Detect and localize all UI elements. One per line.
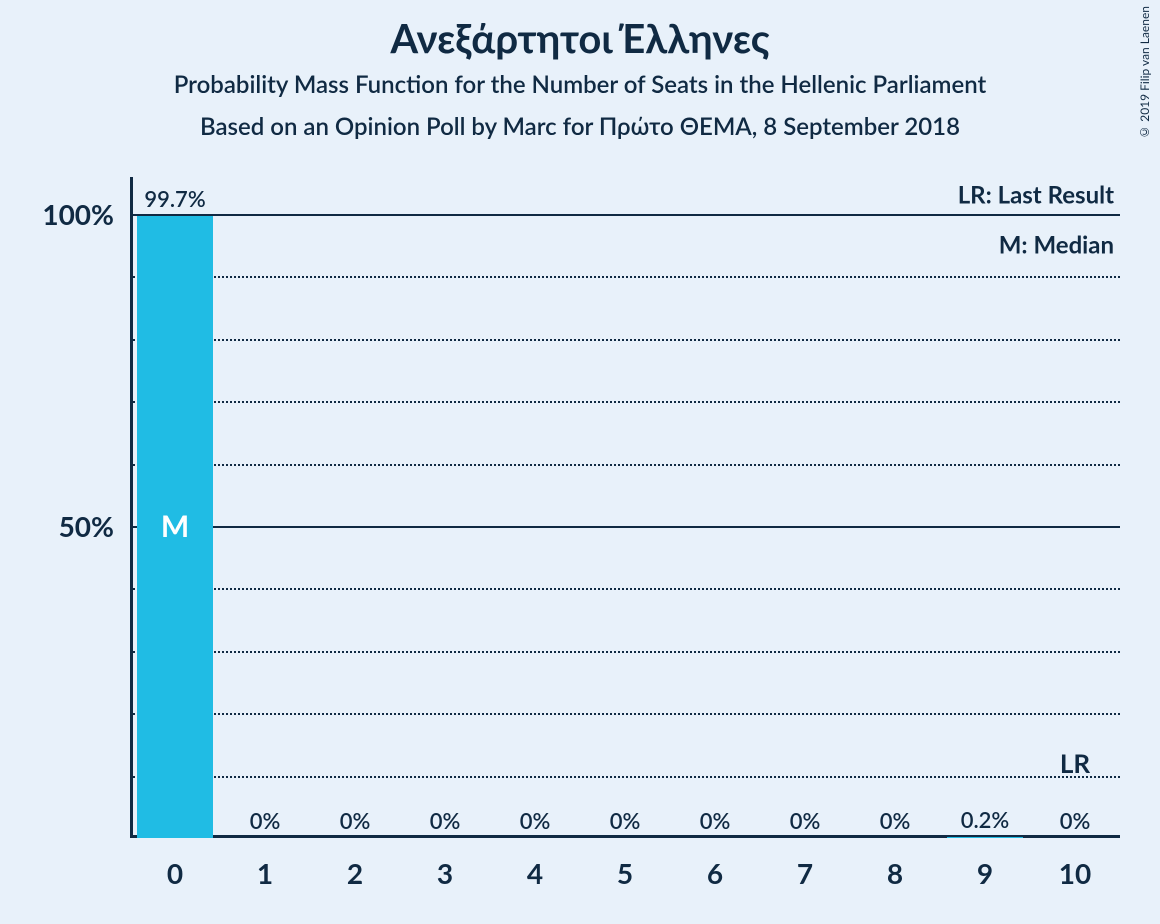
- gridline-minor: [133, 713, 1120, 715]
- gridline-minor: [133, 464, 1120, 466]
- gridline-major: [133, 214, 1120, 216]
- bar-value-label: 0%: [1060, 807, 1091, 834]
- bar-value-label: 99.7%: [144, 185, 205, 212]
- gridline-minor: [133, 401, 1120, 403]
- bar-value-label: 0%: [250, 807, 281, 834]
- bar-value-label: 0%: [700, 807, 731, 834]
- bar-value-label: 0%: [880, 807, 911, 834]
- plot-area: 50%100%099.7%10%20%30%40%50%60%70%80%90.…: [130, 214, 1120, 838]
- x-tick-label: 5: [617, 856, 633, 890]
- bar-value-label: 0%: [520, 807, 551, 834]
- bar-value-label: 0%: [790, 807, 821, 834]
- y-tick-label: 100%: [42, 197, 114, 231]
- bar-value-label: 0%: [430, 807, 461, 834]
- bar: [947, 837, 1024, 838]
- x-tick-label: 1: [257, 856, 273, 890]
- copyright-text: © 2019 Filip van Laenen: [1137, 6, 1152, 140]
- gridline-minor: [133, 651, 1120, 653]
- x-tick-label: 3: [437, 856, 453, 890]
- bar-value-label: 0%: [610, 807, 641, 834]
- x-tick-label: 6: [707, 856, 723, 890]
- x-tick-label: 4: [527, 856, 543, 890]
- gridline-minor: [133, 276, 1120, 278]
- x-tick-label: 2: [347, 856, 363, 890]
- x-tick-label: 9: [977, 856, 993, 890]
- bar-value-label: 0%: [340, 807, 371, 834]
- gridline-minor: [133, 776, 1120, 778]
- y-tick-label: 50%: [59, 509, 114, 543]
- gridline-minor: [133, 339, 1120, 341]
- chart-container: Ανεξάρτητοι Έλληνες Probability Mass Fun…: [0, 0, 1160, 924]
- chart-subtitle-2: Based on an Opinion Poll by Marc for Πρώ…: [0, 112, 1160, 141]
- last-result-marker: LR: [1060, 747, 1090, 779]
- chart-subtitle-1: Probability Mass Function for the Number…: [0, 70, 1160, 99]
- gridline-major: [133, 526, 1120, 528]
- x-tick-label: 8: [887, 856, 903, 890]
- x-tick-label: 0: [167, 856, 183, 890]
- bar-value-label: 0.2%: [961, 806, 1010, 833]
- x-tick-label: 7: [797, 856, 813, 890]
- gridline-minor: [133, 588, 1120, 590]
- median-marker: M: [161, 508, 189, 544]
- chart-title: Ανεξάρτητοι Έλληνες: [0, 14, 1160, 62]
- x-tick-label: 10: [1059, 856, 1091, 890]
- legend-item: M: Median: [999, 231, 1114, 260]
- legend-item: LR: Last Result: [958, 181, 1114, 210]
